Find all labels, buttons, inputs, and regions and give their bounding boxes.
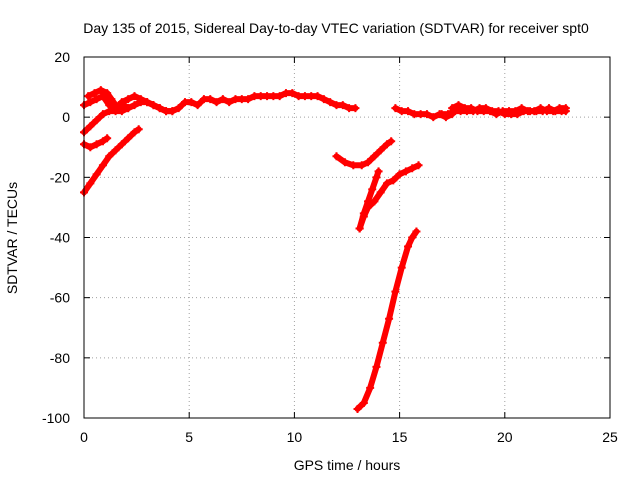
chart-title: Day 135 of 2015, Sidereal Day-to-day VTE… <box>83 20 589 36</box>
y-tick-label: -100 <box>42 410 70 426</box>
data-points <box>80 86 570 413</box>
y-tick-label: 20 <box>54 49 70 65</box>
data-point <box>387 137 396 146</box>
data-point-trail <box>386 288 399 322</box>
data-point <box>351 104 360 113</box>
x-tick-label: 20 <box>497 429 513 445</box>
x-tick-label: 25 <box>602 429 618 445</box>
data-point <box>374 167 383 176</box>
data-point <box>103 134 112 143</box>
data-point-trail <box>367 363 380 391</box>
x-tick-label: 15 <box>392 429 408 445</box>
data-point-trail <box>398 243 412 271</box>
data-point <box>561 104 570 113</box>
data-point <box>414 161 423 170</box>
data-point-trail <box>379 315 393 346</box>
x-axis-label: GPS time / hours <box>294 457 401 473</box>
y-tick-label: -60 <box>50 290 70 306</box>
data-point-trail <box>373 339 386 370</box>
y-tick-label: -20 <box>50 169 70 185</box>
y-tick-label: -40 <box>50 230 70 246</box>
x-tick-label: 10 <box>287 429 303 445</box>
data-point <box>412 227 421 236</box>
data-point-trail <box>392 264 405 295</box>
y-tick-label: -80 <box>50 350 70 366</box>
data-point <box>134 125 143 134</box>
y-tick-label: 0 <box>62 109 70 125</box>
data-point <box>168 107 177 116</box>
x-tick-label: 5 <box>185 429 193 445</box>
axis-ticks: 0 5 10 15 20 25 -100 -80 -60 -40 -20 0 20 <box>42 49 618 445</box>
y-axis-label: SDTVAR / TECUs <box>4 182 20 294</box>
x-tick-label: 0 <box>80 429 88 445</box>
plot-frame <box>83 56 611 419</box>
